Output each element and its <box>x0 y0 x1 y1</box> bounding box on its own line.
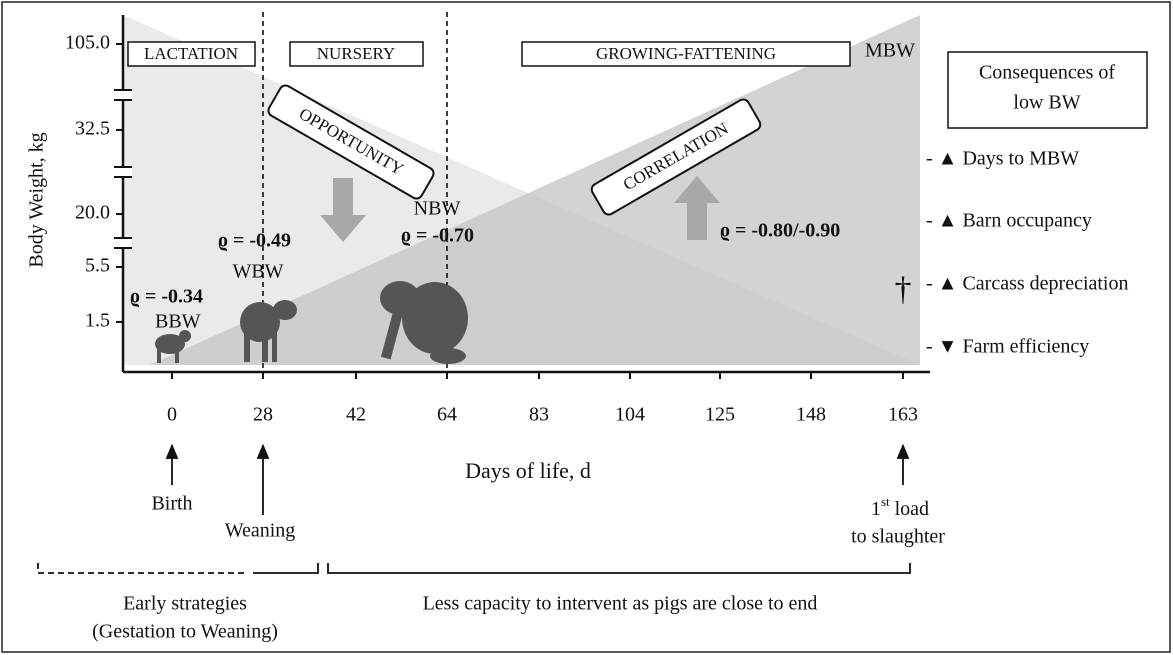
consequence-item: - ▼ Farm efficiency <box>926 336 1089 358</box>
down-arrow <box>320 178 366 242</box>
x-tick-label: 64 <box>437 404 457 426</box>
bw-label: NBW <box>414 198 461 220</box>
x-tick-label: 104 <box>615 404 645 426</box>
x-tick-label: 163 <box>888 404 918 426</box>
axis-breaks <box>114 89 132 249</box>
phase-box <box>289 41 424 67</box>
x-tick-label: 42 <box>346 404 366 426</box>
bw-label: BBW <box>155 311 201 333</box>
consequence-item: - ▲ Carcass depreciation <box>926 273 1129 295</box>
correlation-area <box>150 15 920 365</box>
y-tick-label: 1.5 <box>85 310 110 332</box>
event-label: Weaning <box>225 520 296 542</box>
consequences-box <box>947 51 1148 129</box>
phase-box <box>521 41 851 67</box>
x-axis-title: Days of life, d <box>465 458 591 483</box>
x-tick-label: 0 <box>167 404 177 426</box>
mbw-label: MBW <box>865 40 915 62</box>
phase-box <box>127 41 256 67</box>
x-tick-label: 148 <box>796 404 826 426</box>
bw-label: WBW <box>232 261 283 283</box>
rho-label: ϱ = -0.80/-0.90 <box>720 220 840 242</box>
y-tick-label: 20.0 <box>75 202 110 224</box>
event-label: to slaughter <box>851 526 945 548</box>
consequence-item: - ▲ Days to MBW <box>926 148 1079 170</box>
nursery-pig <box>380 281 468 364</box>
phase-label: GROWING-FATTENING <box>596 44 776 63</box>
y-ticks <box>116 43 123 323</box>
phase-label: NURSERY <box>317 44 395 63</box>
y-axis-title: Body Weight, kg <box>26 132 48 267</box>
strategy-label: Less capacity to intervent as pigs are c… <box>423 593 818 615</box>
consequences-title: low BW <box>1013 92 1080 114</box>
x-tick-label: 125 <box>705 404 735 426</box>
text: load <box>890 498 929 520</box>
strategy-label: Early strategies <box>123 593 247 615</box>
x-tick-label: 28 <box>253 404 273 426</box>
x-ticks <box>171 372 904 379</box>
up-arrow <box>674 176 720 240</box>
phase-label: LACTATION <box>144 44 238 63</box>
superscript: st <box>881 494 890 509</box>
strategy-label: (Gestation to Weaning) <box>92 621 278 643</box>
dagger: † <box>895 271 912 308</box>
brackets <box>37 563 911 574</box>
consequence-item: - ▲ Barn occupancy <box>926 210 1092 232</box>
text: 1 <box>871 498 881 520</box>
rho-label: ϱ = -0.49 <box>218 230 291 252</box>
y-tick-label: 5.5 <box>85 255 110 277</box>
weaned-pig <box>240 300 297 362</box>
rho-label: ϱ = -0.70 <box>401 225 474 247</box>
piglet <box>155 330 191 363</box>
y-tick-label: 32.5 <box>75 118 110 140</box>
x-tick-label: 83 <box>529 404 549 426</box>
rho-label: ϱ = -0.34 <box>130 286 203 308</box>
event-label: 1st load <box>871 494 929 520</box>
y-tick-label: 105.0 <box>65 32 110 54</box>
event-arrows <box>165 443 910 515</box>
event-label: Birth <box>151 493 192 515</box>
consequences-title: Consequences of <box>979 62 1115 84</box>
